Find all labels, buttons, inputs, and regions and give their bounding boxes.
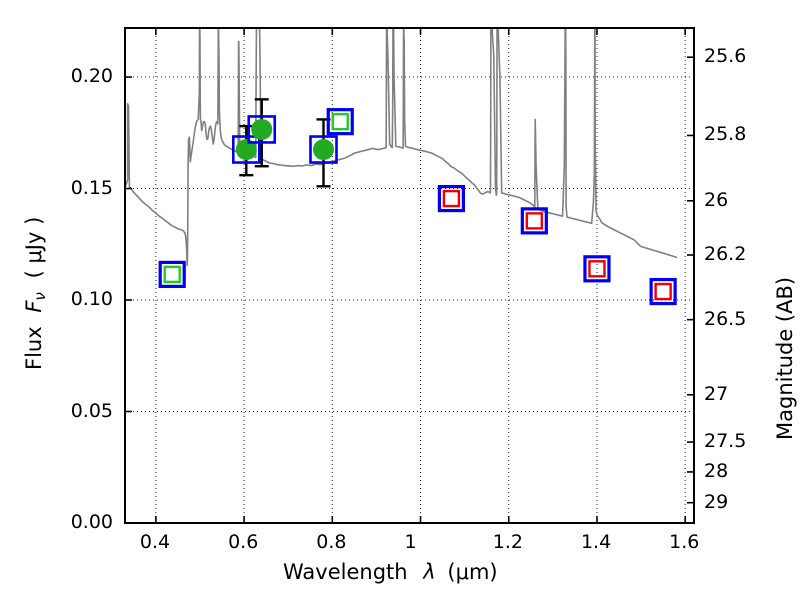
marker-square-outer <box>437 184 466 213</box>
marker-square-outer <box>649 277 677 306</box>
data-point-marker <box>247 98 277 168</box>
marker-square-outline <box>309 135 338 164</box>
x-tick-label: 1.2 <box>492 531 523 553</box>
data-point-marker <box>326 108 354 136</box>
marker-square-outer <box>520 207 548 235</box>
x-tick-label: 1 <box>404 531 417 553</box>
data-point-marker <box>231 124 261 177</box>
x-axis-label: Wavelength λ (μm) <box>283 562 498 583</box>
spectrum-line <box>125 28 678 267</box>
y-axis-label-right: Magnitude (AB) <box>773 276 797 440</box>
y-tick-label-right: 25.6 <box>704 45 747 68</box>
data-point-marker <box>158 260 186 288</box>
x-tick-label: 0.8 <box>316 531 347 553</box>
y-tick-label-right: 26.2 <box>704 242 747 265</box>
ylabel-unit: ( μJy ) <box>22 216 46 279</box>
axis-ticks <box>125 28 694 524</box>
y-axis-label-left: Flux Fν ( μJy ) <box>22 216 50 370</box>
spectrum-curve <box>125 28 678 267</box>
xlabel-wavelength: Wavelength <box>283 560 408 584</box>
y-tick-label-right: 28 <box>704 459 729 482</box>
x-tick-label: 1.4 <box>580 531 612 553</box>
xlabel-unit: (μm) <box>447 560 498 584</box>
y-tick-label-left: 0.00 <box>70 511 113 533</box>
x-tick-label: 0.6 <box>228 531 259 553</box>
marker-square-outline <box>231 135 261 164</box>
marker-square-outer <box>583 255 611 283</box>
y-tick-label-left: 0.10 <box>70 288 113 311</box>
marker-square-inner <box>525 212 544 230</box>
y-tick-label-left: 0.05 <box>70 399 113 422</box>
y-tick-label-left: 0.15 <box>70 176 113 199</box>
marker-square-inner <box>331 112 349 131</box>
marker-square-inner <box>654 282 672 301</box>
marker-circle-fill <box>312 139 334 161</box>
marker-square-outer <box>326 108 354 136</box>
grid-lines <box>125 28 694 523</box>
y-tick-label-right: 27.5 <box>704 430 747 453</box>
ylabel-nu: ν <box>31 292 50 301</box>
marker-circle-fill <box>235 139 257 161</box>
data-point-marker <box>583 255 611 283</box>
x-tick-label: 0.4 <box>139 531 171 553</box>
marker-circle-fill <box>251 118 273 140</box>
y-tick-label-right: 25.8 <box>704 123 747 146</box>
data-point-marker <box>520 207 548 235</box>
data-point-marker <box>437 184 466 213</box>
x-tick-label: 1.6 <box>669 531 700 553</box>
data-markers <box>158 98 677 306</box>
ylabel-flux: Flux <box>22 326 46 370</box>
marker-square-inner <box>163 265 181 284</box>
xlabel-lambda: λ <box>423 560 436 584</box>
marker-square-outline <box>247 115 277 144</box>
plot-frame <box>124 27 695 524</box>
y-tick-label-right: 26.5 <box>704 307 747 330</box>
data-point-marker <box>309 118 338 188</box>
y-tick-label-right: 27 <box>704 382 729 405</box>
y-tick-label-right: 29 <box>704 490 729 513</box>
y-tick-label-right: 26 <box>704 188 729 211</box>
marker-square-inner <box>588 260 606 278</box>
marker-square-inner <box>442 189 461 208</box>
y-tick-label-left: 0.20 <box>70 65 113 88</box>
ylabel-F: F <box>22 300 46 313</box>
data-point-marker <box>649 277 677 306</box>
marker-square-outer <box>158 260 186 288</box>
